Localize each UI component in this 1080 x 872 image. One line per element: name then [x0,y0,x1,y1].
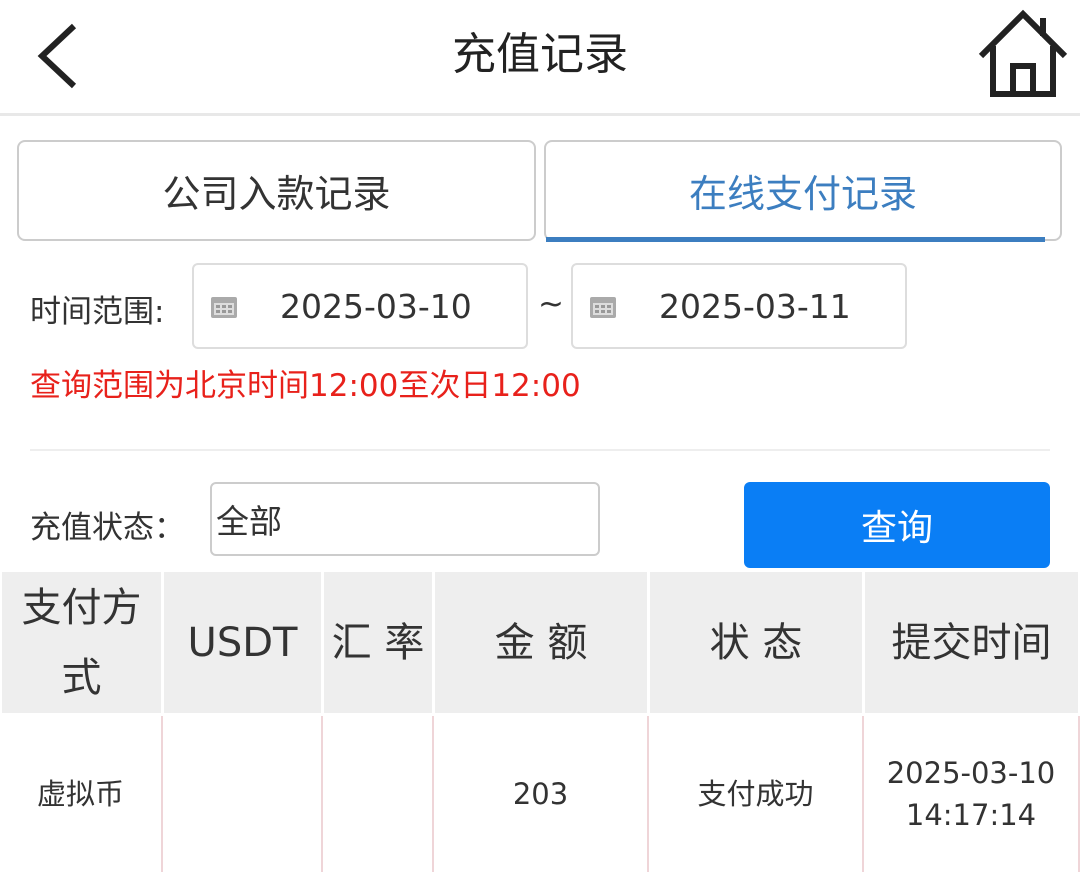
end-date-input[interactable]: 2025-03-11 [571,263,907,349]
page-title: 充值记录 [452,29,628,80]
cell-usdt [163,716,323,872]
start-date-value: 2025-03-10 [280,286,472,326]
submit-time: 14:17:14 [905,798,1037,832]
status-label: 充值状态： [30,510,185,546]
calendar-icon [211,297,237,318]
cell-amount: 203 [434,716,649,872]
header-rate: 汇 率 [324,572,432,713]
start-date-input[interactable]: 2025-03-10 [192,263,528,349]
cell-status: 支付成功 [649,716,864,872]
header-status: 状 态 [650,572,862,713]
query-range-hint: 查询范围为北京时间12:00至次日12:00 [30,368,581,404]
divider [30,449,1050,451]
active-tab-indicator [546,237,1045,242]
cell-method: 虚拟币 [0,716,163,872]
time-range-label: 时间范围: [30,294,165,330]
header-usdt: USDT [164,572,321,713]
tab-online-payment[interactable]: 在线支付记录 [544,140,1062,241]
query-button[interactable]: 查询 [744,482,1050,568]
chevron-left-icon[interactable] [30,20,90,90]
cell-rate [323,716,434,872]
header-amount: 金 额 [435,572,647,713]
status-select[interactable]: 全部 [210,482,600,556]
date-separator: ~ [538,286,564,322]
header-submit-time: 提交时间 [865,572,1078,713]
submit-date: 2025-03-10 [886,755,1056,790]
calendar-icon [590,297,616,318]
top-bar: 充值记录 [0,0,1080,116]
home-icon[interactable] [975,8,1071,100]
cell-submit-time: 2025-03-10 14:17:14 [864,716,1080,872]
end-date-value: 2025-03-11 [659,286,851,326]
header-payment-method: 支付方式 [2,572,161,713]
tab-company-deposit[interactable]: 公司入款记录 [17,140,536,241]
